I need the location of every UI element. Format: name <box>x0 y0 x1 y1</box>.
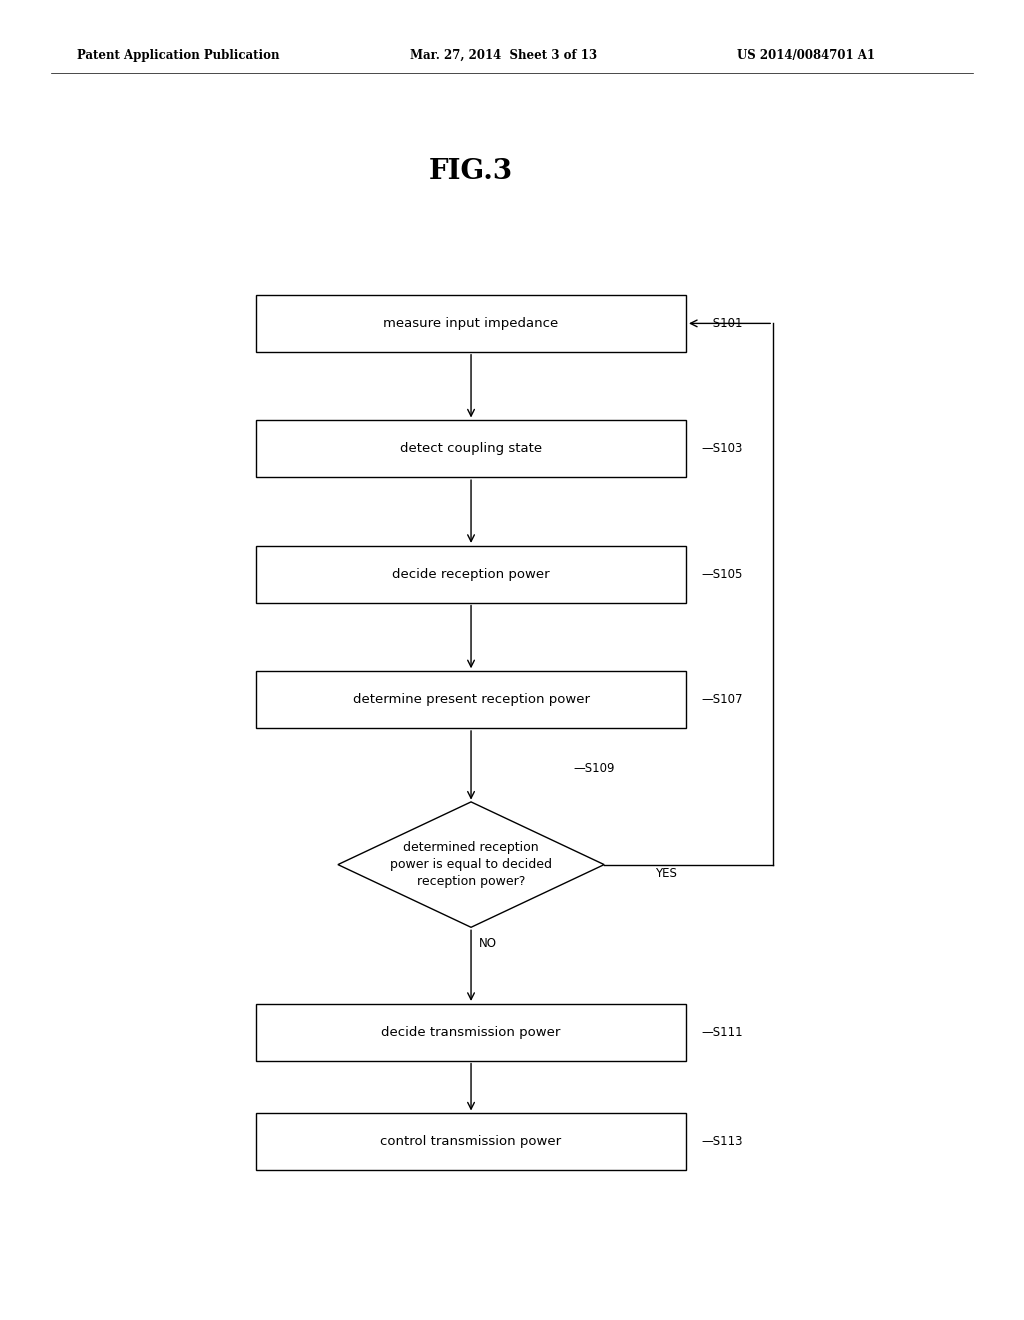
FancyBboxPatch shape <box>256 1003 686 1061</box>
Text: decide transmission power: decide transmission power <box>381 1026 561 1039</box>
Text: decide reception power: decide reception power <box>392 568 550 581</box>
Text: FIG.3: FIG.3 <box>429 158 513 185</box>
FancyBboxPatch shape <box>256 671 686 729</box>
Text: detect coupling state: detect coupling state <box>400 442 542 455</box>
Text: Patent Application Publication: Patent Application Publication <box>77 49 280 62</box>
FancyBboxPatch shape <box>256 546 686 602</box>
Text: —S101: —S101 <box>701 317 743 330</box>
Text: —S113: —S113 <box>701 1135 743 1148</box>
Text: NO: NO <box>479 937 498 950</box>
FancyBboxPatch shape <box>256 1113 686 1170</box>
Text: control transmission power: control transmission power <box>381 1135 561 1148</box>
Text: Mar. 27, 2014  Sheet 3 of 13: Mar. 27, 2014 Sheet 3 of 13 <box>410 49 597 62</box>
Text: —S111: —S111 <box>701 1026 743 1039</box>
Text: US 2014/0084701 A1: US 2014/0084701 A1 <box>737 49 876 62</box>
Text: —S109: —S109 <box>573 762 615 775</box>
Polygon shape <box>338 803 604 927</box>
Text: determine present reception power: determine present reception power <box>352 693 590 706</box>
Text: —S105: —S105 <box>701 568 742 581</box>
Text: —S103: —S103 <box>701 442 742 455</box>
Text: determined reception
power is equal to decided
reception power?: determined reception power is equal to d… <box>390 841 552 888</box>
FancyBboxPatch shape <box>256 296 686 351</box>
Text: —S107: —S107 <box>701 693 743 706</box>
FancyBboxPatch shape <box>256 420 686 477</box>
Text: measure input impedance: measure input impedance <box>383 317 559 330</box>
Text: YES: YES <box>655 867 677 880</box>
